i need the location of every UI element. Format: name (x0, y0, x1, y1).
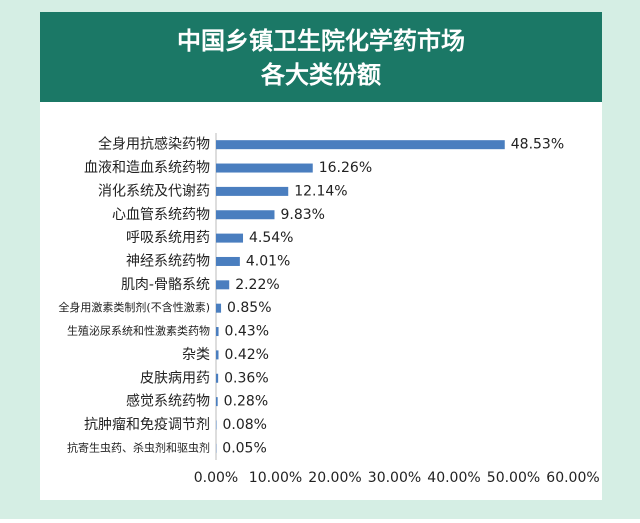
value-label: 0.43% (225, 324, 269, 340)
y-tick-label: 心血管系统药物 (112, 207, 210, 223)
bar (216, 350, 218, 359)
x-tick-label: 60.00% (546, 470, 599, 486)
value-label: 12.14% (294, 183, 347, 199)
value-label: 0.42% (224, 347, 268, 363)
bar (216, 210, 274, 219)
value-label: 9.83% (280, 207, 324, 223)
bar (216, 257, 240, 266)
bar (216, 397, 218, 406)
value-label: 0.28% (224, 394, 268, 410)
value-label: 48.53% (511, 137, 564, 153)
y-tick-label: 肌肉-骨骼系统 (121, 277, 210, 293)
bar (216, 140, 505, 149)
value-label: 2.22% (235, 277, 279, 293)
x-tick-label: 10.00% (249, 470, 302, 486)
chart-title: 各大类份额 (260, 61, 381, 89)
value-label: 16.26% (319, 160, 372, 176)
y-tick-label: 皮肤病用药 (140, 370, 210, 386)
y-tick-label: 杂类 (182, 347, 210, 363)
x-tick-label: 30.00% (368, 470, 421, 486)
bar (216, 327, 219, 336)
x-tick-label: 40.00% (427, 470, 480, 486)
x-tick-label: 0.00% (194, 470, 238, 486)
y-tick-label: 全身用抗感染药物 (98, 136, 210, 153)
bar (216, 164, 313, 173)
y-tick-label: 消化系统及代谢药 (98, 183, 210, 199)
value-label: 0.05% (222, 440, 266, 456)
bar (216, 187, 288, 196)
y-tick-label: 呼吸系统用药 (126, 230, 210, 246)
value-label: 0.85% (227, 300, 271, 316)
x-tick-label: 20.00% (308, 470, 361, 486)
y-tick-label: 神经系统药物 (126, 253, 210, 269)
y-tick-label: 全身用激素类制剂(不含性激素) (58, 300, 210, 314)
value-label: 4.01% (246, 253, 290, 269)
y-tick-label: 生殖泌尿系统和性激素类药物 (67, 324, 210, 338)
y-tick-label: 抗肿瘤和免疫调节剂 (84, 416, 210, 433)
value-label: 0.36% (224, 370, 268, 386)
y-tick-label: 抗寄生虫药、杀虫剂和驱虫剂 (67, 440, 210, 454)
bar (216, 374, 218, 383)
x-tick-label: 50.00% (487, 470, 540, 486)
y-tick-label: 感觉系统药物 (126, 393, 210, 410)
bar (216, 234, 243, 243)
chart-title: 中国乡镇卫生院化学药市场 (177, 27, 465, 55)
y-tick-label: 血液和造血系统药物 (84, 160, 210, 176)
value-label: 0.08% (222, 417, 266, 433)
bar (216, 280, 229, 289)
bar (216, 304, 221, 313)
value-label: 4.54% (249, 230, 293, 246)
